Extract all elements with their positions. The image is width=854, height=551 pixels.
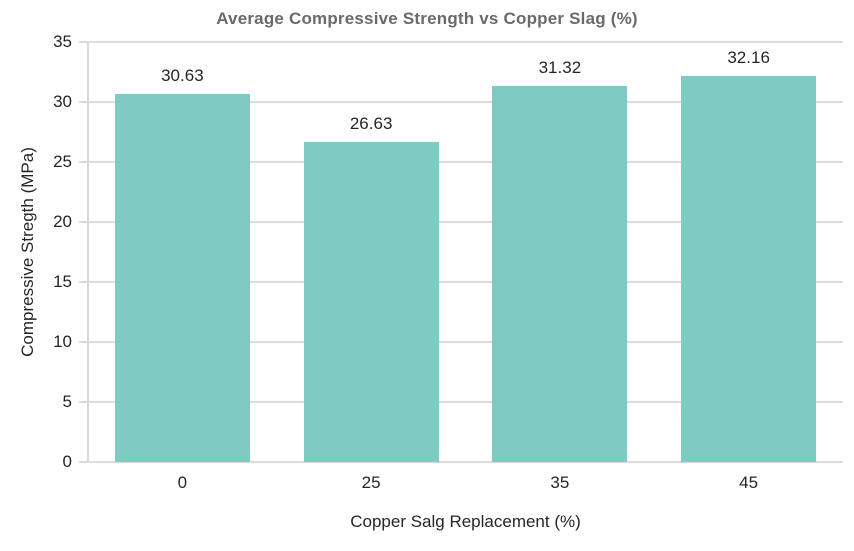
y-axis-title: Compressive Stregth (MPa) bbox=[18, 147, 37, 357]
x-tick-label: 0 bbox=[177, 473, 188, 492]
y-tick-label: 0 bbox=[62, 452, 72, 471]
y-tick-label: 20 bbox=[53, 212, 72, 231]
gridline bbox=[88, 461, 843, 463]
bar bbox=[114, 94, 250, 462]
y-tick-mark bbox=[79, 341, 88, 343]
bar bbox=[492, 86, 628, 462]
y-tick-label: 15 bbox=[53, 272, 72, 291]
y-tick-mark bbox=[79, 221, 88, 223]
y-tick-mark bbox=[79, 281, 88, 283]
y-tick-mark bbox=[79, 101, 88, 103]
y-axis-line bbox=[87, 42, 89, 462]
bar bbox=[303, 142, 439, 462]
gridline bbox=[88, 161, 843, 163]
bar bbox=[681, 76, 817, 462]
gridline bbox=[88, 221, 843, 223]
bar-value-label: 26.63 bbox=[349, 114, 393, 134]
bar-value-label: 32.16 bbox=[727, 48, 770, 68]
y-tick-mark bbox=[79, 161, 88, 163]
gridline bbox=[88, 281, 843, 283]
x-tick-label: 45 bbox=[739, 473, 759, 492]
bar-value-label: 30.63 bbox=[161, 66, 204, 86]
bar-value-label: 31.32 bbox=[538, 58, 582, 78]
plot-area: 0 5 10 15 20 25 30 35 30.63 0 26.63 25 31.32 35 32.16 4… bbox=[53, 32, 843, 492]
gridline bbox=[88, 101, 843, 103]
y-tick-mark bbox=[79, 401, 88, 403]
gridline bbox=[88, 401, 843, 403]
y-tick-label: 35 bbox=[53, 32, 72, 51]
x-tick-label: 35 bbox=[550, 473, 570, 492]
y-tick-mark bbox=[79, 461, 88, 463]
gridline bbox=[88, 341, 843, 343]
x-tick-label: 25 bbox=[361, 473, 381, 492]
y-tick-label: 25 bbox=[53, 152, 72, 171]
y-tick-mark bbox=[79, 41, 88, 43]
y-tick-label: 5 bbox=[62, 392, 72, 411]
chart-title: Average Compressive Strength vs Copper S… bbox=[216, 9, 638, 28]
y-tick-label: 30 bbox=[53, 92, 72, 111]
y-tick-label: 10 bbox=[53, 332, 72, 351]
x-axis-title: Copper Salg Replacement (%) bbox=[350, 512, 581, 531]
gridline bbox=[88, 41, 843, 43]
